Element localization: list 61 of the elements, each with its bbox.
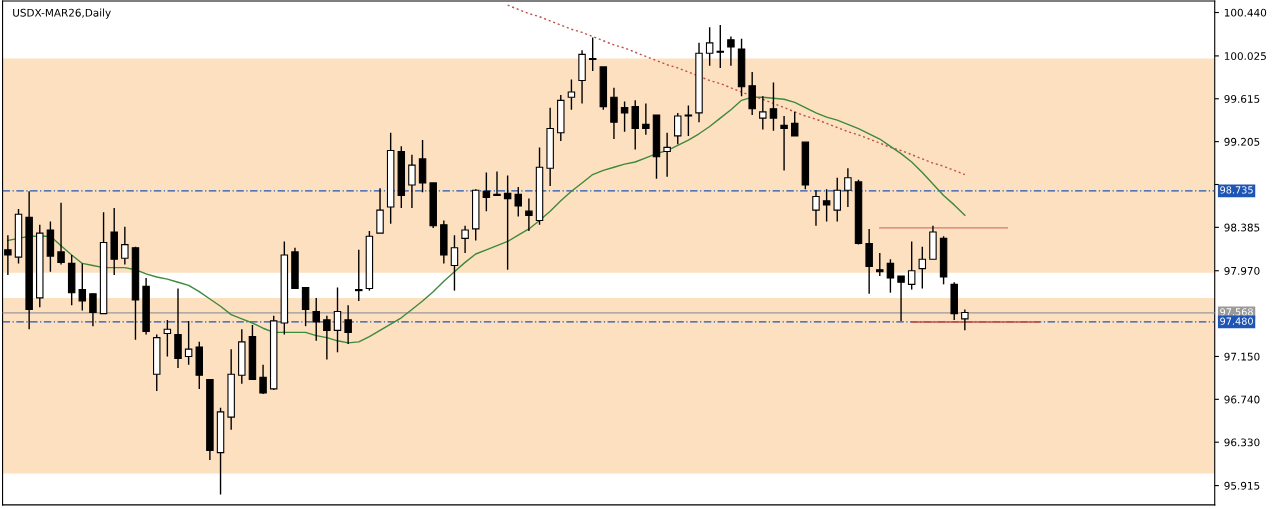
y-tick-label: 97.150 [1224,352,1260,361]
candlestick [674,112,682,145]
candlestick [408,154,416,209]
candlestick [588,36,597,72]
y-tick-label: 96.740 [1224,395,1260,404]
candlestick [822,188,831,223]
candlestick [833,177,841,223]
candlestick [355,249,363,302]
candlestick [886,258,895,294]
candlestick [482,171,491,212]
candlestick [344,304,352,345]
candlestick [705,26,714,67]
candlestick [642,102,650,136]
candlestick [567,78,576,111]
candlestick [184,320,193,366]
candlestick [503,174,512,271]
candlestick [323,315,331,361]
text: USDX-MAR26,Daily [13,8,111,19]
y-tick-label: 100.025 [1224,52,1266,61]
candlestick [727,35,735,67]
line-series [7,96,966,344]
candlestick [759,95,767,131]
candlestick [121,226,129,266]
candlestick [748,71,756,116]
candlestick [769,81,778,132]
y-tick-label: 97.970 [1224,266,1260,275]
candlestick [780,115,788,172]
candlestick [790,111,799,137]
candlestick [89,293,97,327]
y-tick-label: 99.615 [1224,94,1260,103]
y-tick-label: 96.330 [1224,438,1260,447]
candlestick [865,228,873,295]
candlestick [684,104,693,137]
y-tick-label: 99.205 [1224,137,1260,146]
y-tick-label: 100.440 [1224,8,1267,17]
candlestick [514,186,523,218]
candlestick [525,197,533,232]
candlestick [663,132,671,178]
candlestick [301,286,310,327]
candlestick [312,297,320,342]
y-tick-label: 95.915 [1224,481,1260,490]
candlestick [259,364,267,395]
candlestick [716,24,725,69]
candlestick [376,187,384,234]
candlestick [163,319,172,358]
candlestick [620,100,629,133]
candlestick [631,99,639,151]
candlestick [844,167,852,208]
y-tick-label: 98.385 [1224,223,1260,232]
ref-line-label: 97.568 [1220,308,1253,316]
candlestick [876,252,884,277]
candlestick [57,202,65,266]
candlestick [897,275,905,322]
ref-line-label: 97.480 [1220,317,1253,325]
candlestick [78,262,87,312]
candlestick [461,225,469,254]
candlestick [493,170,501,197]
candlestick [812,189,820,227]
line-series [506,4,966,176]
ref-line-label: 98.735 [1220,186,1253,194]
candlestick [961,308,969,332]
